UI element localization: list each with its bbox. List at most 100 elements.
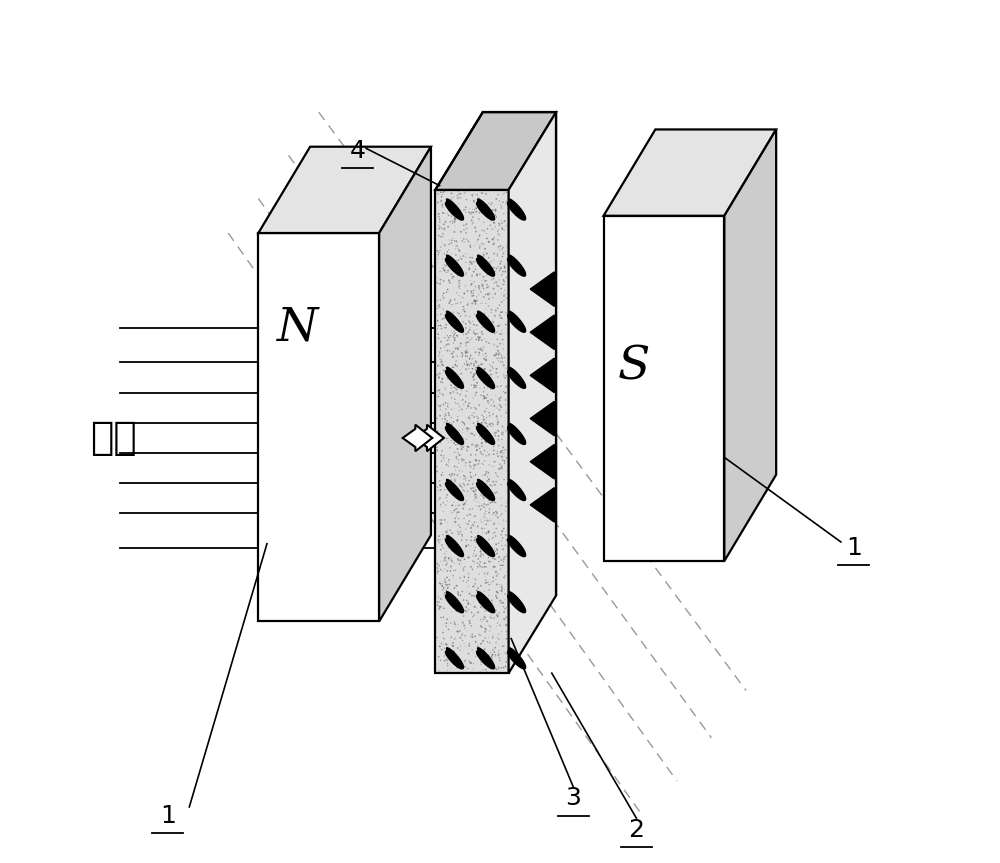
Point [492, 337, 508, 350]
Point [432, 595, 448, 609]
Point [458, 362, 474, 376]
Point [453, 296, 469, 310]
Point [494, 595, 510, 609]
Point [498, 533, 514, 547]
Point [454, 360, 470, 374]
Point [486, 531, 502, 545]
Point [489, 544, 505, 557]
Point [485, 418, 501, 432]
Point [486, 281, 502, 295]
Point [486, 348, 502, 362]
Point [452, 277, 468, 291]
Point [437, 396, 453, 410]
Point [471, 331, 487, 345]
Point [465, 475, 481, 488]
Point [444, 402, 460, 416]
Point [487, 220, 503, 234]
Point [496, 368, 512, 381]
Point [450, 641, 466, 655]
Point [498, 632, 514, 646]
Point [482, 368, 498, 381]
Point [494, 202, 510, 216]
Point [481, 287, 497, 300]
Point [493, 201, 509, 215]
Point [449, 660, 465, 674]
Point [434, 226, 450, 240]
Point [487, 478, 503, 492]
Point [433, 344, 449, 358]
Point [432, 293, 448, 306]
Point [476, 521, 492, 535]
Point [460, 358, 476, 372]
Point [463, 278, 479, 292]
Point [429, 561, 445, 575]
Point [460, 440, 476, 454]
Point [487, 648, 503, 662]
Point [447, 511, 463, 525]
Point [488, 650, 504, 664]
Point [436, 287, 452, 300]
Point [493, 390, 509, 404]
Point [496, 457, 512, 470]
Point [488, 275, 504, 289]
Point [479, 287, 495, 301]
Point [464, 255, 480, 268]
Point [476, 381, 492, 394]
Point [476, 643, 492, 657]
Point [469, 583, 485, 597]
Point [453, 601, 469, 614]
Point [490, 354, 506, 368]
Point [476, 410, 492, 424]
Point [446, 593, 462, 607]
Point [460, 235, 476, 249]
Point [498, 539, 514, 553]
Point [463, 656, 479, 670]
Point [446, 366, 462, 380]
Point [478, 435, 494, 449]
Point [464, 297, 480, 311]
Point [497, 265, 513, 279]
Point [470, 476, 486, 489]
Point [432, 601, 448, 614]
Point [439, 206, 455, 220]
Point [477, 557, 493, 570]
Point [441, 406, 457, 420]
Point [476, 385, 492, 399]
Point [440, 371, 456, 385]
Point [478, 417, 494, 431]
Point [466, 484, 482, 498]
Point [489, 210, 505, 224]
Point [459, 343, 475, 356]
Point [460, 595, 476, 609]
Point [476, 413, 492, 426]
Point [438, 457, 454, 471]
Point [458, 218, 474, 232]
Point [445, 270, 461, 284]
Point [443, 559, 459, 573]
Point [470, 233, 486, 247]
Point [439, 526, 455, 540]
Point [447, 393, 463, 406]
Point [465, 662, 481, 676]
Point [478, 350, 494, 363]
Point [488, 192, 504, 205]
Point [483, 377, 499, 391]
Point [434, 222, 450, 236]
Point [467, 419, 483, 433]
Point [469, 190, 485, 204]
Point [447, 396, 463, 410]
Point [433, 500, 449, 513]
Point [444, 506, 460, 520]
Point [492, 261, 508, 275]
Point [456, 637, 472, 651]
Point [477, 405, 493, 419]
Point [471, 398, 487, 412]
Point [439, 286, 455, 299]
Point [468, 480, 484, 494]
Point [452, 249, 468, 263]
Point [484, 360, 500, 374]
Point [449, 330, 465, 343]
Point [482, 597, 498, 611]
Point [482, 363, 498, 377]
Point [454, 383, 470, 397]
